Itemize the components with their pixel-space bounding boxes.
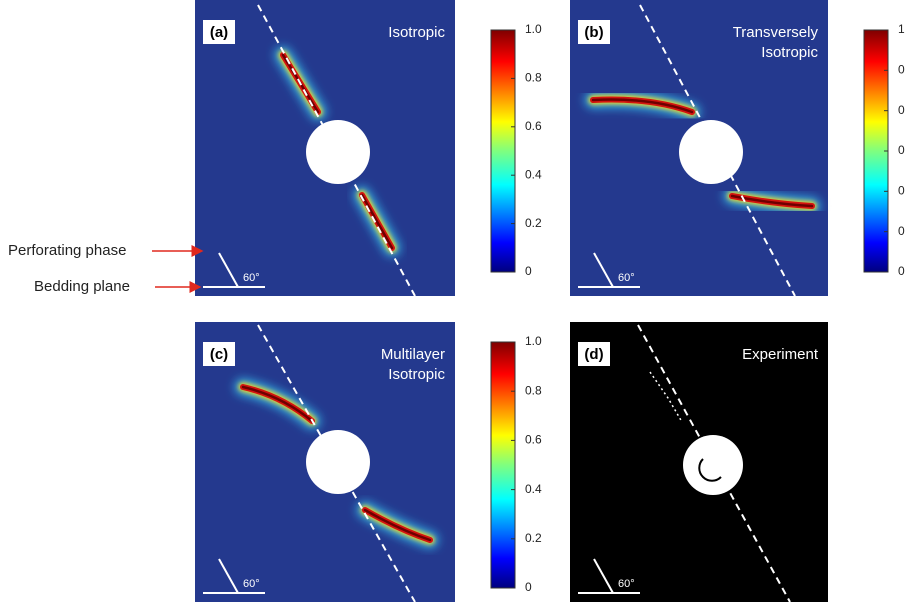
panel: (d) Experiment 60° [570,322,828,602]
angle-label: 60° [618,578,635,590]
angle-label: 60° [618,272,635,284]
colorbar-label: 0.6 [525,119,542,133]
panel-label: (a) [210,24,228,41]
colorbar-label: 0 [898,224,905,238]
colorbar [491,342,515,588]
angle-label: 60° [243,272,260,284]
panel-label: (c) [210,346,228,363]
panel-title: Isotropic [761,44,818,61]
figure: (a) Isotropic 60° 1.0 0.8 0.6 0.4 0.2 0 (b) Transv… [0,0,907,602]
colorbar-label: 0 [525,580,532,594]
panel: (c) Multilayer Isotropic 60° 1.0 0.8 0.6 0.4 0.2… [195,322,542,602]
colorbar-label: 0.8 [525,383,542,397]
annotation: Bedding plane [34,278,130,295]
colorbar-label: 0 [898,143,905,157]
panel-title: Experiment [742,346,819,363]
colorbar-label: 1.0 [525,22,542,36]
panel: (b) Transversely Isotropic 60° 1 0 0 0 0 0 0 [570,0,905,296]
colorbar-label: 0 [525,264,532,278]
colorbar-label: 0 [898,184,905,198]
colorbar-label: 0.2 [525,531,542,545]
angle-label: 60° [243,578,260,590]
panel-title: Isotropic [388,366,445,383]
colorbar-label: 0.4 [525,482,542,496]
colorbar-label: 1.0 [525,334,542,348]
colorbar-label: 0.8 [525,71,542,85]
colorbar-label: 0.4 [525,167,542,181]
panel-title: Multilayer [381,346,445,363]
colorbar-label: 0.2 [525,216,542,230]
wellbore [306,430,370,494]
colorbar-label: 0 [898,103,905,117]
colorbar-label: 0 [898,264,905,278]
colorbar-label: 0.6 [525,433,542,447]
panel-label: (b) [584,24,603,41]
colorbar-label: 0 [898,63,905,77]
wellbore [306,120,370,184]
colorbar [491,30,515,272]
annotation: Perforating phase [8,242,126,259]
panel-label: (d) [584,346,603,363]
panel-title: Transversely [733,24,819,41]
wellbore [683,435,743,495]
panel-title: Isotropic [388,24,445,41]
colorbar-label: 1 [898,22,905,36]
wellbore [679,120,743,184]
panel: (a) Isotropic 60° 1.0 0.8 0.6 0.4 0.2 0 [195,0,542,296]
